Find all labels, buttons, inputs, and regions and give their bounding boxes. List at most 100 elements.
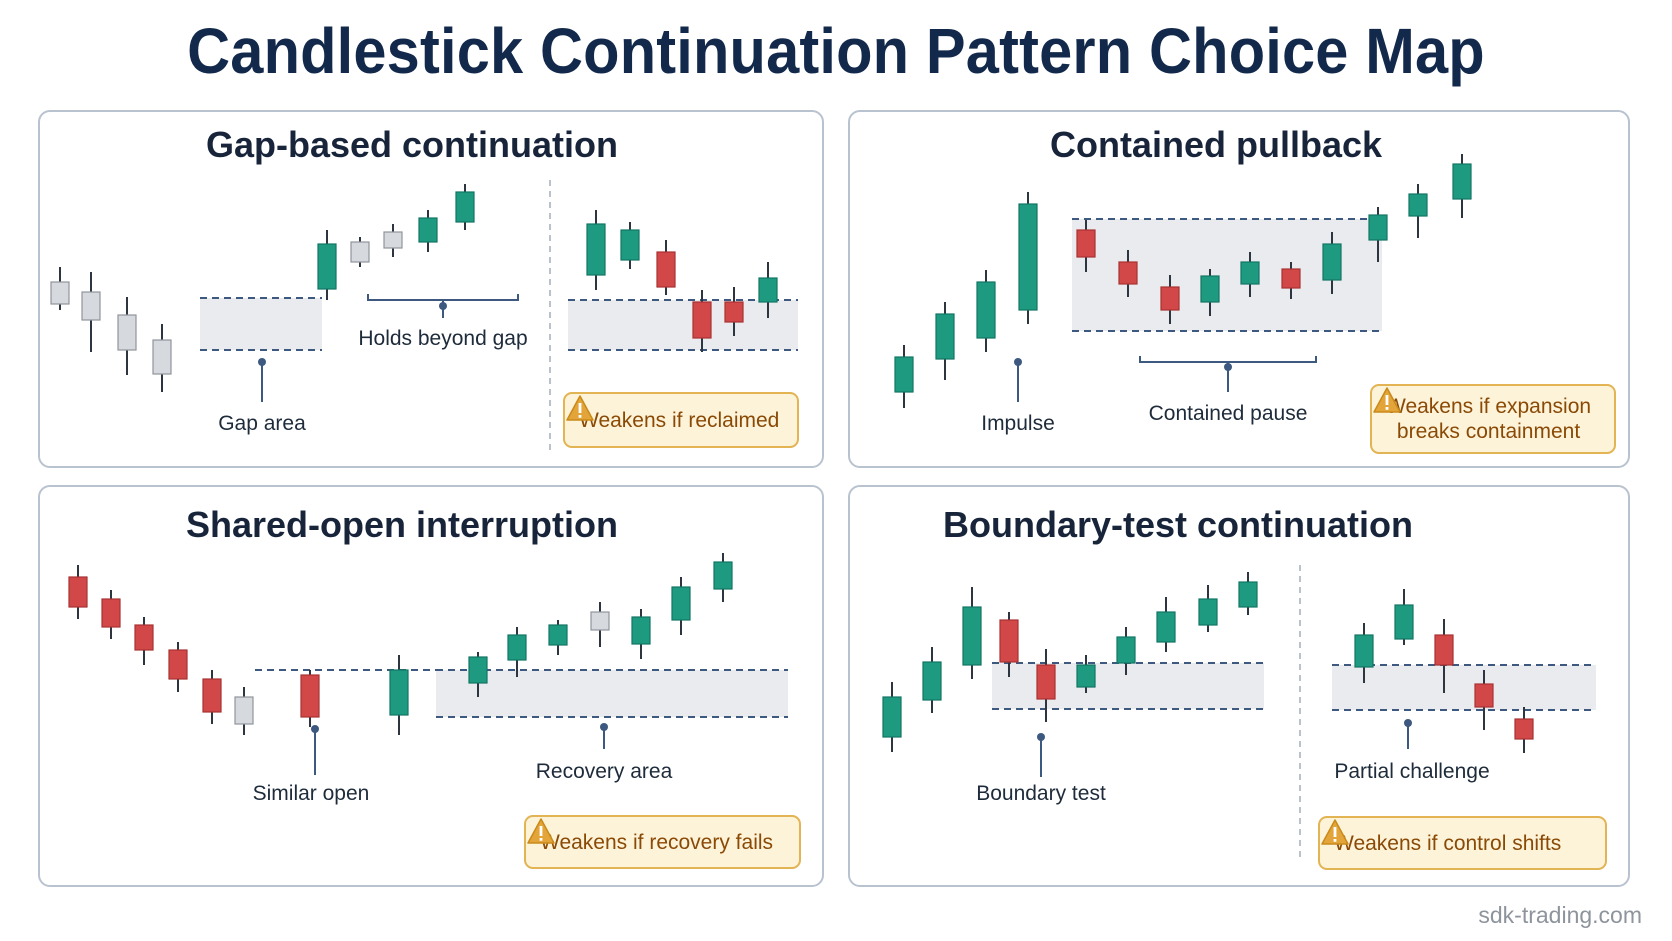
- contained-pullback-diagram: Contained pullback Impulse Contained pau…: [894, 124, 1472, 435]
- warning-text: Weakens if reclaimed: [579, 408, 780, 432]
- neutral-candle: [152, 324, 172, 392]
- candle-body: [548, 624, 568, 646]
- panel-gap-based: Gap-based continuation Gap area Holds be…: [38, 110, 824, 468]
- holds-pointer-dot: [439, 302, 447, 310]
- bullish-candle: [548, 620, 568, 655]
- candle-body: [1198, 598, 1218, 626]
- panel-title: Boundary-test continuation: [943, 504, 1413, 545]
- recovery-pointer-dot: [600, 723, 608, 731]
- candle-body: [620, 229, 640, 261]
- candle-body: [1368, 214, 1388, 241]
- warning-icon: [1321, 819, 1349, 845]
- bullish-candle: [1076, 655, 1096, 693]
- candle-body: [1160, 286, 1180, 311]
- bullish-candle: [468, 652, 488, 697]
- candle-body: [922, 661, 942, 701]
- candle-body: [631, 616, 651, 645]
- recovery-zone: [436, 670, 788, 717]
- candle-body: [882, 696, 902, 738]
- candle-body: [1238, 581, 1258, 608]
- candle-body: [1354, 634, 1374, 668]
- bearish-candle: [1434, 619, 1454, 693]
- bullish-candle: [962, 587, 982, 679]
- test-pointer-dot: [1037, 733, 1045, 741]
- candle-body: [962, 606, 982, 666]
- similar-label: Similar open: [253, 782, 370, 805]
- candle-body: [1281, 268, 1301, 289]
- watermark: sdk-trading.com: [1478, 902, 1642, 928]
- bullish-candle: [586, 210, 606, 290]
- candle-body: [724, 301, 744, 323]
- panel-title: Contained pullback: [1050, 124, 1383, 165]
- candle-body: [234, 696, 254, 725]
- panel-boundary-test: Boundary-test continuation Boundary test…: [848, 485, 1630, 887]
- test-label: Boundary test: [976, 782, 1106, 805]
- candle-body: [1156, 611, 1176, 643]
- bullish-candle: [1018, 192, 1038, 324]
- candle-body: [692, 301, 712, 339]
- impulse-pointer-dot: [1014, 358, 1022, 366]
- bullish-candle: [1322, 232, 1342, 294]
- bearish-candle: [1160, 275, 1180, 324]
- candle-body: [1240, 261, 1260, 285]
- candle-body: [383, 231, 403, 249]
- bullish-candle: [894, 345, 914, 408]
- bullish-candle: [631, 609, 651, 659]
- candle-body: [1514, 718, 1534, 740]
- bullish-candle: [317, 230, 337, 300]
- candle-body: [350, 241, 370, 263]
- bullish-candle: [1198, 585, 1218, 632]
- candle-body: [935, 313, 955, 360]
- bullish-candle: [882, 682, 902, 752]
- neutral-candle: [234, 687, 254, 735]
- bullish-candle: [713, 553, 733, 602]
- panel-contained-pullback: Contained pullback Impulse Contained pau…: [848, 110, 1630, 468]
- candles-pullback: [894, 154, 1472, 408]
- candle-body: [50, 281, 70, 305]
- reclaim-zone: [568, 300, 798, 350]
- gap-zone: [200, 298, 322, 350]
- bullish-candle: [507, 627, 527, 677]
- bearish-candle: [68, 565, 88, 619]
- candle-body: [1322, 243, 1342, 281]
- candles-boundary: [882, 572, 1534, 753]
- bearish-candle: [1281, 262, 1301, 299]
- bearish-candle: [101, 590, 121, 639]
- panel-title: Shared-open interruption: [186, 504, 618, 545]
- partial-pointer-dot: [1404, 719, 1412, 727]
- similar-pointer-dot: [311, 725, 319, 733]
- bearish-candle: [168, 642, 188, 692]
- candle-body: [455, 191, 475, 223]
- candle-body: [117, 314, 137, 351]
- candle-body: [152, 339, 172, 375]
- bearish-candle: [1118, 250, 1138, 297]
- challenge-zone: [1332, 665, 1596, 710]
- bearish-candle: [1036, 649, 1056, 722]
- bullish-candle: [1156, 597, 1176, 652]
- warning-badge: Weakens if expansion breaks containment: [1370, 384, 1616, 454]
- bullish-candle: [1354, 623, 1374, 683]
- bullish-candle: [1240, 252, 1260, 297]
- candle-body: [713, 561, 733, 590]
- bullish-candle: [1238, 572, 1258, 615]
- candle-body: [894, 356, 914, 393]
- warning-text: Weakens if control shifts: [1334, 831, 1562, 855]
- candle-body: [590, 611, 610, 631]
- neutral-candle: [590, 602, 610, 647]
- bearish-candle: [1076, 220, 1096, 272]
- holds-bracket: [367, 294, 519, 301]
- candle-body: [202, 678, 222, 713]
- candle-body: [168, 649, 188, 680]
- candle-body: [1076, 664, 1096, 688]
- bullish-candle: [1368, 207, 1388, 262]
- gap-area-label: Gap area: [218, 412, 306, 435]
- candle-body: [976, 281, 996, 339]
- candles-shared: [68, 553, 733, 735]
- candles-gap: [50, 184, 778, 392]
- recovery-label: Recovery area: [536, 760, 673, 783]
- bullish-candle: [455, 184, 475, 230]
- bullish-candle: [935, 302, 955, 380]
- bullish-candle: [976, 270, 996, 352]
- warning-badge: Weakens if reclaimed: [563, 392, 799, 448]
- pause-bracket: [1139, 356, 1317, 363]
